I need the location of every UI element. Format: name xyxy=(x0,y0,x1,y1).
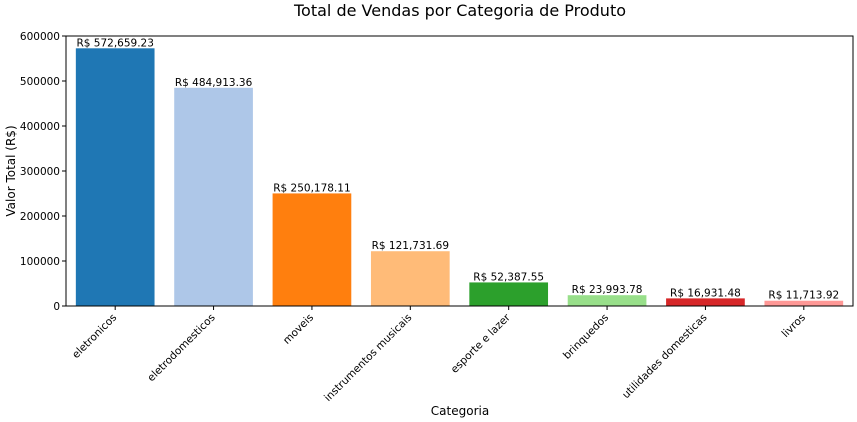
y-tick-label-4: 300000 xyxy=(20,166,60,178)
y-tick-label-3: 200000 xyxy=(20,211,60,223)
x-tick-label-5: esporte e lazer xyxy=(449,311,514,376)
x-axis-label: Categoria xyxy=(431,404,489,418)
bar-value-label-8: R$ 11,713.92 xyxy=(768,290,839,302)
bar-2 xyxy=(174,87,253,306)
bar-6 xyxy=(567,295,647,306)
y-tick-label-5: 400000 xyxy=(20,121,60,133)
bar-value-label-2: R$ 484,913.36 xyxy=(175,77,253,89)
x-tick-label-2: eletrodomesticos xyxy=(145,312,217,384)
bar-5 xyxy=(469,282,549,306)
y-tick-label-1: 0 xyxy=(53,301,60,313)
chart-title: Total de Vendas por Categoria de Produto xyxy=(293,1,626,20)
plot-area: R$ 572,659.23 R$ 484,913.36 R$ 250,178.11 R… xyxy=(20,31,854,404)
bar-3 xyxy=(272,193,352,306)
bar-8 xyxy=(764,300,844,306)
x-tick-label-1: eletronicos xyxy=(70,312,119,361)
x-tick-label-3: moveis xyxy=(281,312,316,347)
x-tick-label-4: instrumentos musicais xyxy=(322,312,414,404)
bar-value-label-6: R$ 23,993.78 xyxy=(572,284,643,296)
x-tick-label-7: utilidades domesticas xyxy=(620,312,709,401)
bar-value-label-4: R$ 121,731.69 xyxy=(372,240,449,252)
y-tick-label-6: 500000 xyxy=(20,76,60,88)
bar-value-label-1: R$ 572,659.23 xyxy=(76,37,153,49)
y-tick-label-2: 100000 xyxy=(20,256,60,268)
x-tick-label-8: livros xyxy=(780,312,808,340)
bar-value-label-7: R$ 16,931.48 xyxy=(670,287,741,299)
bar-value-label-3: R$ 250,178.11 xyxy=(273,182,350,194)
bar-7 xyxy=(666,298,745,306)
y-tick-label-7: 600000 xyxy=(20,31,60,43)
bar-1 xyxy=(75,48,155,306)
bar-4 xyxy=(370,251,450,306)
x-tick-label-6: brinquedos xyxy=(561,312,611,362)
y-axis-label: Valor Total (R$) xyxy=(4,125,18,216)
bar-value-label-5: R$ 52,387.55 xyxy=(473,271,544,283)
